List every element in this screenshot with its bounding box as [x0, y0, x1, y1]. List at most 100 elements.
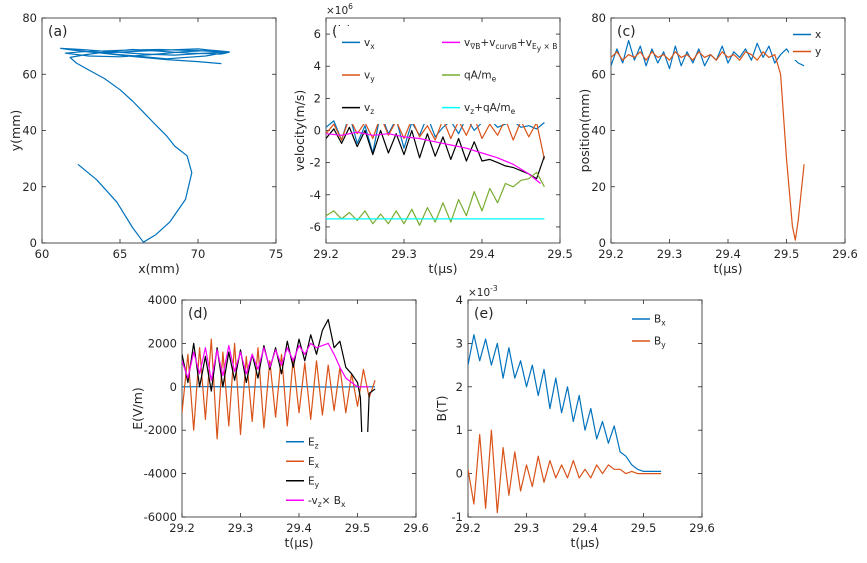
x-tick-label: 29.6 [689, 521, 715, 535]
series-line-vgradb-vcurvb-vexb [326, 131, 541, 184]
y-axis-label: y(mm) [8, 110, 23, 152]
x-axis-label: t(μs) [713, 261, 742, 276]
y-tick-label: 0 [30, 236, 37, 250]
x-axis-label: x(mm) [138, 261, 180, 276]
y-axis-label: E(V/m) [130, 387, 145, 430]
series-line-ex [182, 338, 376, 440]
legend-entry: vz+qA/me [464, 102, 516, 116]
y-tick-label: 0 [314, 124, 321, 138]
legend-box [282, 432, 372, 510]
y-tick-label: -4000 [144, 467, 177, 481]
y-axis-label: velocity(m/s) [292, 90, 307, 172]
y-tick-label: -1 [452, 510, 463, 524]
panel-e: 29.2 29.3 29.4 29.5 29.6 -1 0 1 2 3 4 t(μs) B(T) ×10-… [434, 284, 715, 550]
panel-c: 29.2 29.3 29.4 29.5 29.6 0 20 40 60 80 t(μs) positi… [577, 11, 858, 276]
legend-entry: vy [364, 70, 375, 84]
legend-entry: Ex [308, 456, 320, 470]
x-tick-label: 29.3 [391, 247, 417, 261]
series-line-y [611, 51, 805, 241]
x-tick-label: 29.6 [403, 521, 429, 535]
y-tick-label: 2 [456, 380, 463, 394]
panel-d: 29.2 29.3 29.4 29.5 29.6 -6000 -4000 -2000 0 2000… [130, 293, 429, 550]
panel-label: (d) [188, 306, 208, 322]
panel-label: (a) [48, 24, 68, 40]
y-tick-label: 40 [22, 124, 37, 138]
x-tick-label: 70 [191, 247, 206, 261]
series-line-vz [326, 126, 545, 180]
legend-entry: Bx [654, 314, 666, 328]
x-tick-label: 65 [113, 247, 128, 261]
y-tick-label: 0 [456, 467, 463, 481]
panel-label: (e) [474, 306, 494, 322]
x-tick-label: 29.2 [169, 521, 195, 535]
legend-box [628, 308, 688, 352]
x-tick-label: 29.4 [469, 247, 495, 261]
y-tick-label: -6 [310, 220, 321, 234]
y-tick-label: 4000 [148, 293, 177, 307]
y-tick-label: -2 [310, 156, 321, 170]
y-tick-label: 20 [22, 180, 37, 194]
x-tick-label: 29.3 [228, 521, 254, 535]
y-tick-label: 6 [314, 27, 321, 41]
legend-entry: vz [364, 102, 374, 116]
y-tick-label: 2000 [148, 336, 177, 350]
legend-entry: v∇B+vcurvB+vEy × B [464, 37, 557, 53]
series-line-vy [326, 115, 545, 160]
x-tick-label: 60 [35, 247, 50, 261]
y-tick-label: 20 [591, 180, 606, 194]
y-tick-label: 2 [314, 91, 321, 105]
y-tick-label: 40 [591, 124, 606, 138]
x-axis-label: t(μs) [570, 535, 599, 550]
x-tick-label: 29.5 [774, 247, 800, 261]
axis-multiplier: ×10-3 [468, 284, 498, 299]
series-line-qa-me [326, 171, 545, 226]
y-tick-label: 60 [591, 67, 606, 81]
legend-entry: x [815, 29, 821, 41]
x-axis-label: t(μs) [428, 261, 457, 276]
x-tick-label: 29.4 [572, 521, 598, 535]
x-tick-label: 29.3 [657, 247, 683, 261]
legend-entry: Ez [308, 436, 319, 450]
x-tick-label: 29.3 [514, 521, 540, 535]
axis-multiplier: ×106 [326, 2, 353, 17]
legend-box [789, 26, 841, 60]
y-tick-label: 80 [591, 11, 606, 25]
x-axis-label: t(μs) [284, 535, 313, 550]
y-tick-label: 0 [599, 236, 606, 250]
legend-entry: -vz× Bx [308, 495, 346, 509]
y-axis-label: position(mm) [577, 89, 592, 173]
legend-entry: qA/me [464, 70, 497, 84]
panel-label: (c) [617, 24, 636, 40]
x-tick-label: 29.5 [631, 521, 657, 535]
y-tick-label: 80 [22, 11, 37, 25]
y-tick-label: 3 [456, 336, 463, 350]
y-tick-label: -4 [310, 188, 321, 202]
x-tick-label: 29.4 [715, 247, 741, 261]
panel-a: 60 65 70 75 0 20 40 60 80 x(mm) y(mm) (a) [8, 11, 283, 276]
legend-box [338, 26, 538, 124]
legend-entry: vx [364, 37, 375, 51]
series-line--vz-x-bx [182, 342, 370, 388]
x-tick-label: 29.2 [598, 247, 624, 261]
y-tick-label: -6000 [144, 510, 177, 524]
x-tick-label: 29.2 [455, 521, 481, 535]
series-line-bx [468, 334, 662, 472]
x-tick-label: 29.5 [345, 521, 371, 535]
x-tick-label: 75 [269, 247, 284, 261]
legend-entry: y [815, 46, 821, 58]
x-tick-label: 29.2 [313, 247, 339, 261]
series-line-by [468, 429, 662, 514]
y-tick-label: 4 [456, 293, 463, 307]
y-tick-label: 4 [314, 59, 321, 73]
x-tick-label: 29.5 [547, 247, 573, 261]
y-tick-label: 1 [456, 423, 463, 437]
y-tick-label: -2000 [144, 423, 177, 437]
x-tick-label: 29.6 [832, 247, 858, 261]
y-tick-label: 0 [170, 380, 177, 394]
x-tick-label: 29.4 [286, 521, 312, 535]
y-tick-label: 60 [22, 67, 37, 81]
y-axis-label: B(T) [434, 396, 449, 422]
legend-entry: By [654, 336, 666, 350]
panel-b: 29.2 29.3 29.4 29.5 -6 -4 -2 0 2 4 6 t(μs) velocity(… [292, 2, 573, 276]
